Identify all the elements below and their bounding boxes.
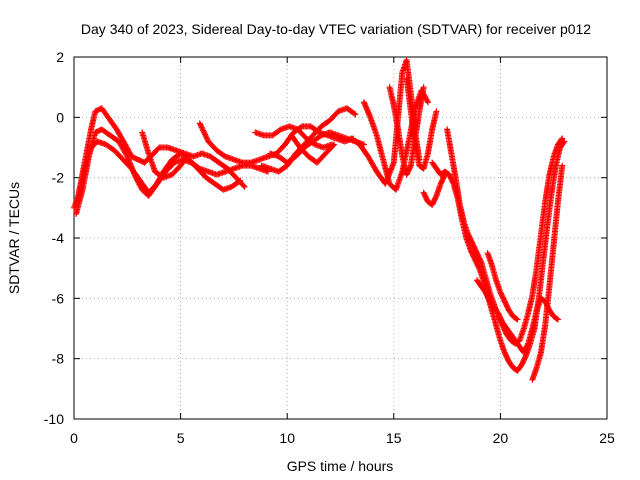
- data-point: [513, 315, 520, 322]
- y-tick-label: 2: [56, 49, 64, 65]
- data-point: [352, 111, 359, 118]
- data-point: [202, 132, 209, 139]
- data-point: [514, 316, 521, 323]
- data-point: [240, 182, 247, 189]
- data-point: [123, 152, 130, 159]
- data-point: [265, 168, 272, 175]
- data-point: [441, 172, 448, 179]
- series-track-9: [288, 132, 338, 166]
- ticks: 0 5 10 15 20 25 -10 -8 -6 -4 -2 0 2: [44, 49, 615, 446]
- data-point: [241, 183, 248, 190]
- data-point: [558, 136, 565, 143]
- data-point: [297, 124, 304, 131]
- x-tick-label: 20: [493, 430, 509, 446]
- data-point: [195, 164, 202, 171]
- data-point: [221, 152, 228, 159]
- y-tick-label: -10: [44, 411, 64, 427]
- data-point: [183, 153, 190, 160]
- data-point: [330, 142, 337, 149]
- series-track-15: [444, 126, 566, 347]
- data-point: [522, 353, 529, 360]
- data-point: [331, 141, 338, 148]
- data-point: [424, 97, 431, 104]
- series-track-17: [473, 277, 561, 356]
- data-point: [198, 123, 205, 130]
- data-point: [237, 177, 244, 184]
- series-track-19: [529, 162, 566, 383]
- x-tick-label: 15: [386, 430, 402, 446]
- data-point: [441, 171, 448, 178]
- data-point: [183, 154, 190, 161]
- x-tick-label: 5: [177, 430, 185, 446]
- data-point: [204, 135, 211, 142]
- data-point: [197, 121, 204, 128]
- y-axis-label: SDTVAR / TECUs: [6, 182, 22, 294]
- data-point: [420, 84, 427, 91]
- series-track-14: [429, 138, 568, 374]
- data-point: [198, 124, 205, 131]
- x-tick-label: 25: [599, 430, 615, 446]
- y-tick-label: -6: [52, 290, 65, 306]
- data-point: [477, 257, 484, 264]
- data-point: [559, 162, 566, 169]
- data-point: [201, 130, 208, 137]
- data-point: [199, 125, 206, 132]
- data-point: [196, 120, 203, 127]
- data-point: [202, 131, 209, 138]
- data-point: [200, 127, 207, 134]
- data-point: [524, 341, 531, 348]
- data-point: [310, 140, 317, 147]
- data-point: [200, 128, 207, 135]
- grid: [74, 57, 607, 419]
- series-track-16: [420, 171, 448, 208]
- data-point: [407, 163, 414, 170]
- data-point: [236, 178, 243, 185]
- data-series: [71, 57, 568, 383]
- series-track-1: [71, 105, 248, 211]
- chart-title: Day 340 of 2023, Sidereal Day-to-day VTE…: [81, 21, 591, 37]
- data-point: [276, 127, 283, 134]
- data-point: [554, 316, 561, 323]
- y-tick-label: -8: [52, 351, 65, 367]
- data-point: [424, 99, 431, 106]
- data-point: [203, 134, 210, 141]
- data-point: [559, 135, 566, 142]
- data-point: [433, 108, 440, 115]
- data-point: [351, 110, 358, 117]
- series-track-4: [139, 129, 190, 181]
- y-tick-label: -2: [52, 170, 65, 186]
- x-tick-label: 0: [70, 430, 78, 446]
- x-tick-label: 10: [279, 430, 295, 446]
- y-tick-label: 0: [56, 109, 64, 125]
- data-point: [553, 315, 560, 322]
- series-track-13: [403, 75, 440, 172]
- y-tick-label: -4: [52, 230, 65, 246]
- x-axis-label: GPS time / hours: [287, 458, 394, 474]
- data-point: [432, 194, 439, 201]
- series-track-18: [484, 250, 521, 323]
- data-point: [317, 133, 324, 140]
